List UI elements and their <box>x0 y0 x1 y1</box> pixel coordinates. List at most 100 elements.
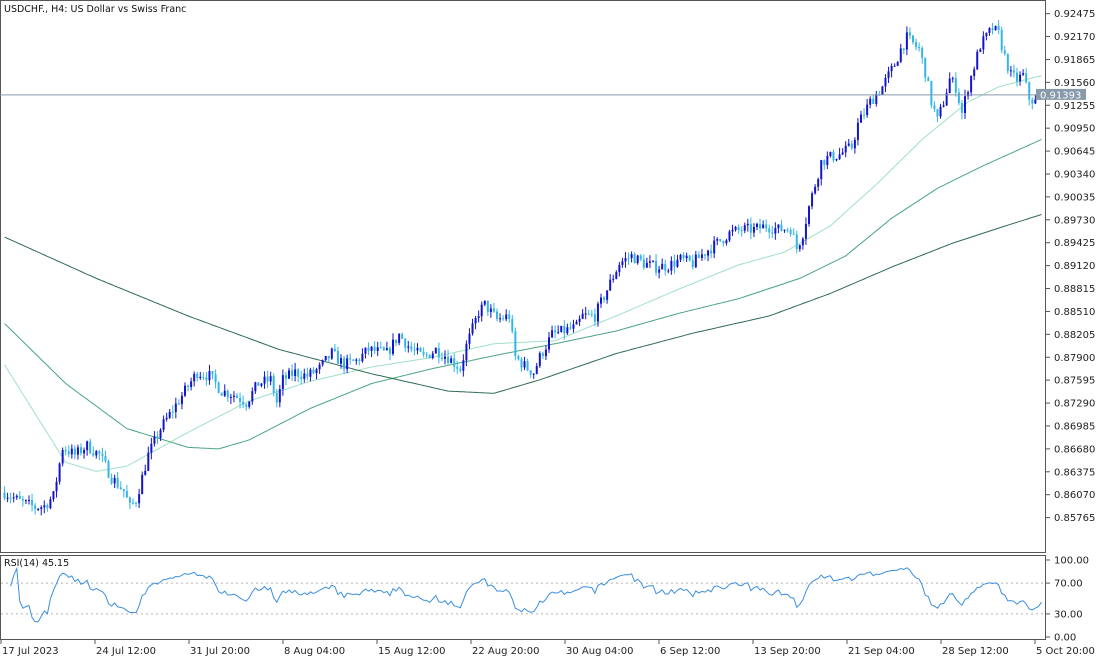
candle <box>291 364 294 381</box>
candle <box>232 391 235 403</box>
candle <box>957 88 960 106</box>
candle <box>440 352 443 362</box>
candle <box>1022 69 1025 76</box>
candle <box>128 496 131 510</box>
rsi-panel[interactable] <box>0 555 1046 640</box>
rsi-tick-label: 100.00 <box>1054 556 1089 567</box>
candle <box>257 382 260 386</box>
candle <box>229 393 232 405</box>
price-tick-label: 0.87900 <box>1054 353 1095 364</box>
candle <box>749 217 752 239</box>
candle <box>462 354 465 377</box>
candle <box>410 341 413 353</box>
candle <box>214 369 217 389</box>
candle <box>927 76 930 82</box>
candle <box>844 141 847 158</box>
candle <box>125 484 128 498</box>
candle <box>762 220 765 229</box>
candle <box>814 184 817 195</box>
candle <box>575 319 578 325</box>
moving-average-fast <box>4 75 1042 472</box>
rsi-tick-label: 0.00 <box>1054 633 1076 644</box>
candle <box>541 351 544 360</box>
candle <box>465 340 468 367</box>
candle <box>86 440 89 456</box>
candle <box>266 370 269 388</box>
candle <box>804 217 807 245</box>
candle <box>404 338 407 352</box>
candle <box>245 403 248 411</box>
candle <box>514 327 517 361</box>
candle <box>630 251 633 263</box>
candle <box>991 22 994 35</box>
candle <box>147 446 150 472</box>
candle <box>994 25 997 31</box>
candle <box>1000 26 1003 54</box>
candle <box>104 450 107 464</box>
candle <box>444 350 446 365</box>
price-panel[interactable] <box>0 0 1046 553</box>
candle <box>707 249 710 262</box>
moving-averages <box>4 75 1042 472</box>
candle <box>979 47 982 53</box>
candle <box>205 372 208 386</box>
candle <box>165 412 168 422</box>
candle <box>211 370 214 380</box>
candle <box>83 447 86 459</box>
candle <box>46 503 49 512</box>
candle <box>288 367 290 380</box>
candle <box>694 250 697 269</box>
candle <box>670 256 673 275</box>
candle <box>321 359 324 367</box>
candle <box>523 356 526 371</box>
candle <box>294 362 297 382</box>
candle <box>199 371 202 380</box>
candle <box>202 372 205 381</box>
candle <box>820 159 823 186</box>
candle <box>875 90 878 107</box>
candle <box>551 325 554 339</box>
candle <box>752 223 755 238</box>
candle <box>1012 64 1015 78</box>
candle <box>893 63 896 67</box>
candle <box>896 61 899 67</box>
candlesticks <box>3 20 1043 516</box>
candle <box>395 339 398 347</box>
candle <box>242 395 245 409</box>
candle <box>783 229 786 233</box>
price-tick-label: 0.89730 <box>1054 215 1095 226</box>
candle <box>407 340 410 353</box>
price-tick-label: 0.86680 <box>1054 444 1095 455</box>
candle <box>116 471 119 489</box>
candle <box>829 151 832 158</box>
candle <box>847 138 850 147</box>
candle <box>367 342 370 356</box>
candle <box>960 100 963 120</box>
price-tick-label: 0.88510 <box>1054 307 1095 318</box>
candle <box>355 358 358 365</box>
candle <box>269 371 272 386</box>
candle <box>835 158 838 162</box>
price-tick-label: 0.89120 <box>1054 261 1095 272</box>
candle <box>811 191 814 210</box>
candle <box>704 253 706 260</box>
candle <box>905 26 908 56</box>
candle <box>942 101 945 108</box>
candle <box>838 147 841 161</box>
candle <box>119 481 122 490</box>
candle <box>318 362 321 374</box>
candle <box>756 222 758 231</box>
candle <box>122 489 125 498</box>
candle <box>688 254 691 262</box>
candle <box>915 38 918 51</box>
candle <box>61 447 64 467</box>
price-tick-label: 0.89425 <box>1054 238 1095 249</box>
moving-average-mid <box>4 138 1042 450</box>
candle <box>327 355 330 364</box>
candle <box>1025 68 1028 84</box>
candle <box>379 341 382 349</box>
candle <box>370 345 373 358</box>
price-tick-label: 0.87290 <box>1054 399 1095 410</box>
candle <box>110 473 113 485</box>
